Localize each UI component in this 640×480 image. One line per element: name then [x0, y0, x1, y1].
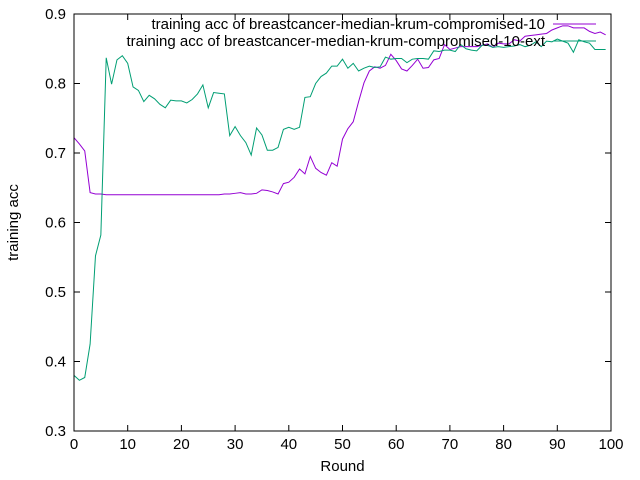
x-axis-ticks: 0 10 20 30 40 50 60 70 80 90 100 — [70, 14, 624, 453]
x-tick-label: 90 — [549, 436, 566, 453]
x-tick-label: 60 — [388, 436, 405, 453]
series-line-2 — [73, 38, 606, 381]
y-tick-label: 0.7 — [45, 145, 66, 162]
legend-label-1: training acc of breastcancer-median-krum… — [152, 16, 546, 33]
x-tick-label: 40 — [280, 436, 297, 453]
x-tick-label: 100 — [598, 436, 623, 453]
series-line-1 — [73, 25, 606, 196]
y-tick-label: 0.6 — [45, 215, 66, 232]
x-tick-label: 20 — [173, 436, 190, 453]
x-tick-label: 70 — [442, 436, 459, 453]
y-tick-label: 0.4 — [45, 354, 66, 371]
y-tick-label: 0.5 — [45, 284, 66, 301]
series-lines — [73, 25, 606, 381]
y-tick-label: 0.3 — [45, 423, 66, 440]
x-tick-label: 10 — [119, 436, 136, 453]
x-tick-label: 30 — [227, 436, 244, 453]
x-tick-label: 80 — [495, 436, 512, 453]
y-tick-label: 0.9 — [45, 6, 66, 23]
legend-label-2: training acc of breastcancer-median-krum… — [127, 33, 546, 50]
legend: training acc of breastcancer-median-krum… — [127, 16, 596, 50]
plot-area-frame — [73, 13, 612, 432]
y-tick-label: 0.8 — [45, 76, 66, 93]
x-axis-label: Round — [320, 458, 364, 475]
x-tick-label: 50 — [334, 436, 351, 453]
y-axis-label: training acc — [5, 184, 22, 261]
x-tick-label: 0 — [70, 436, 78, 453]
